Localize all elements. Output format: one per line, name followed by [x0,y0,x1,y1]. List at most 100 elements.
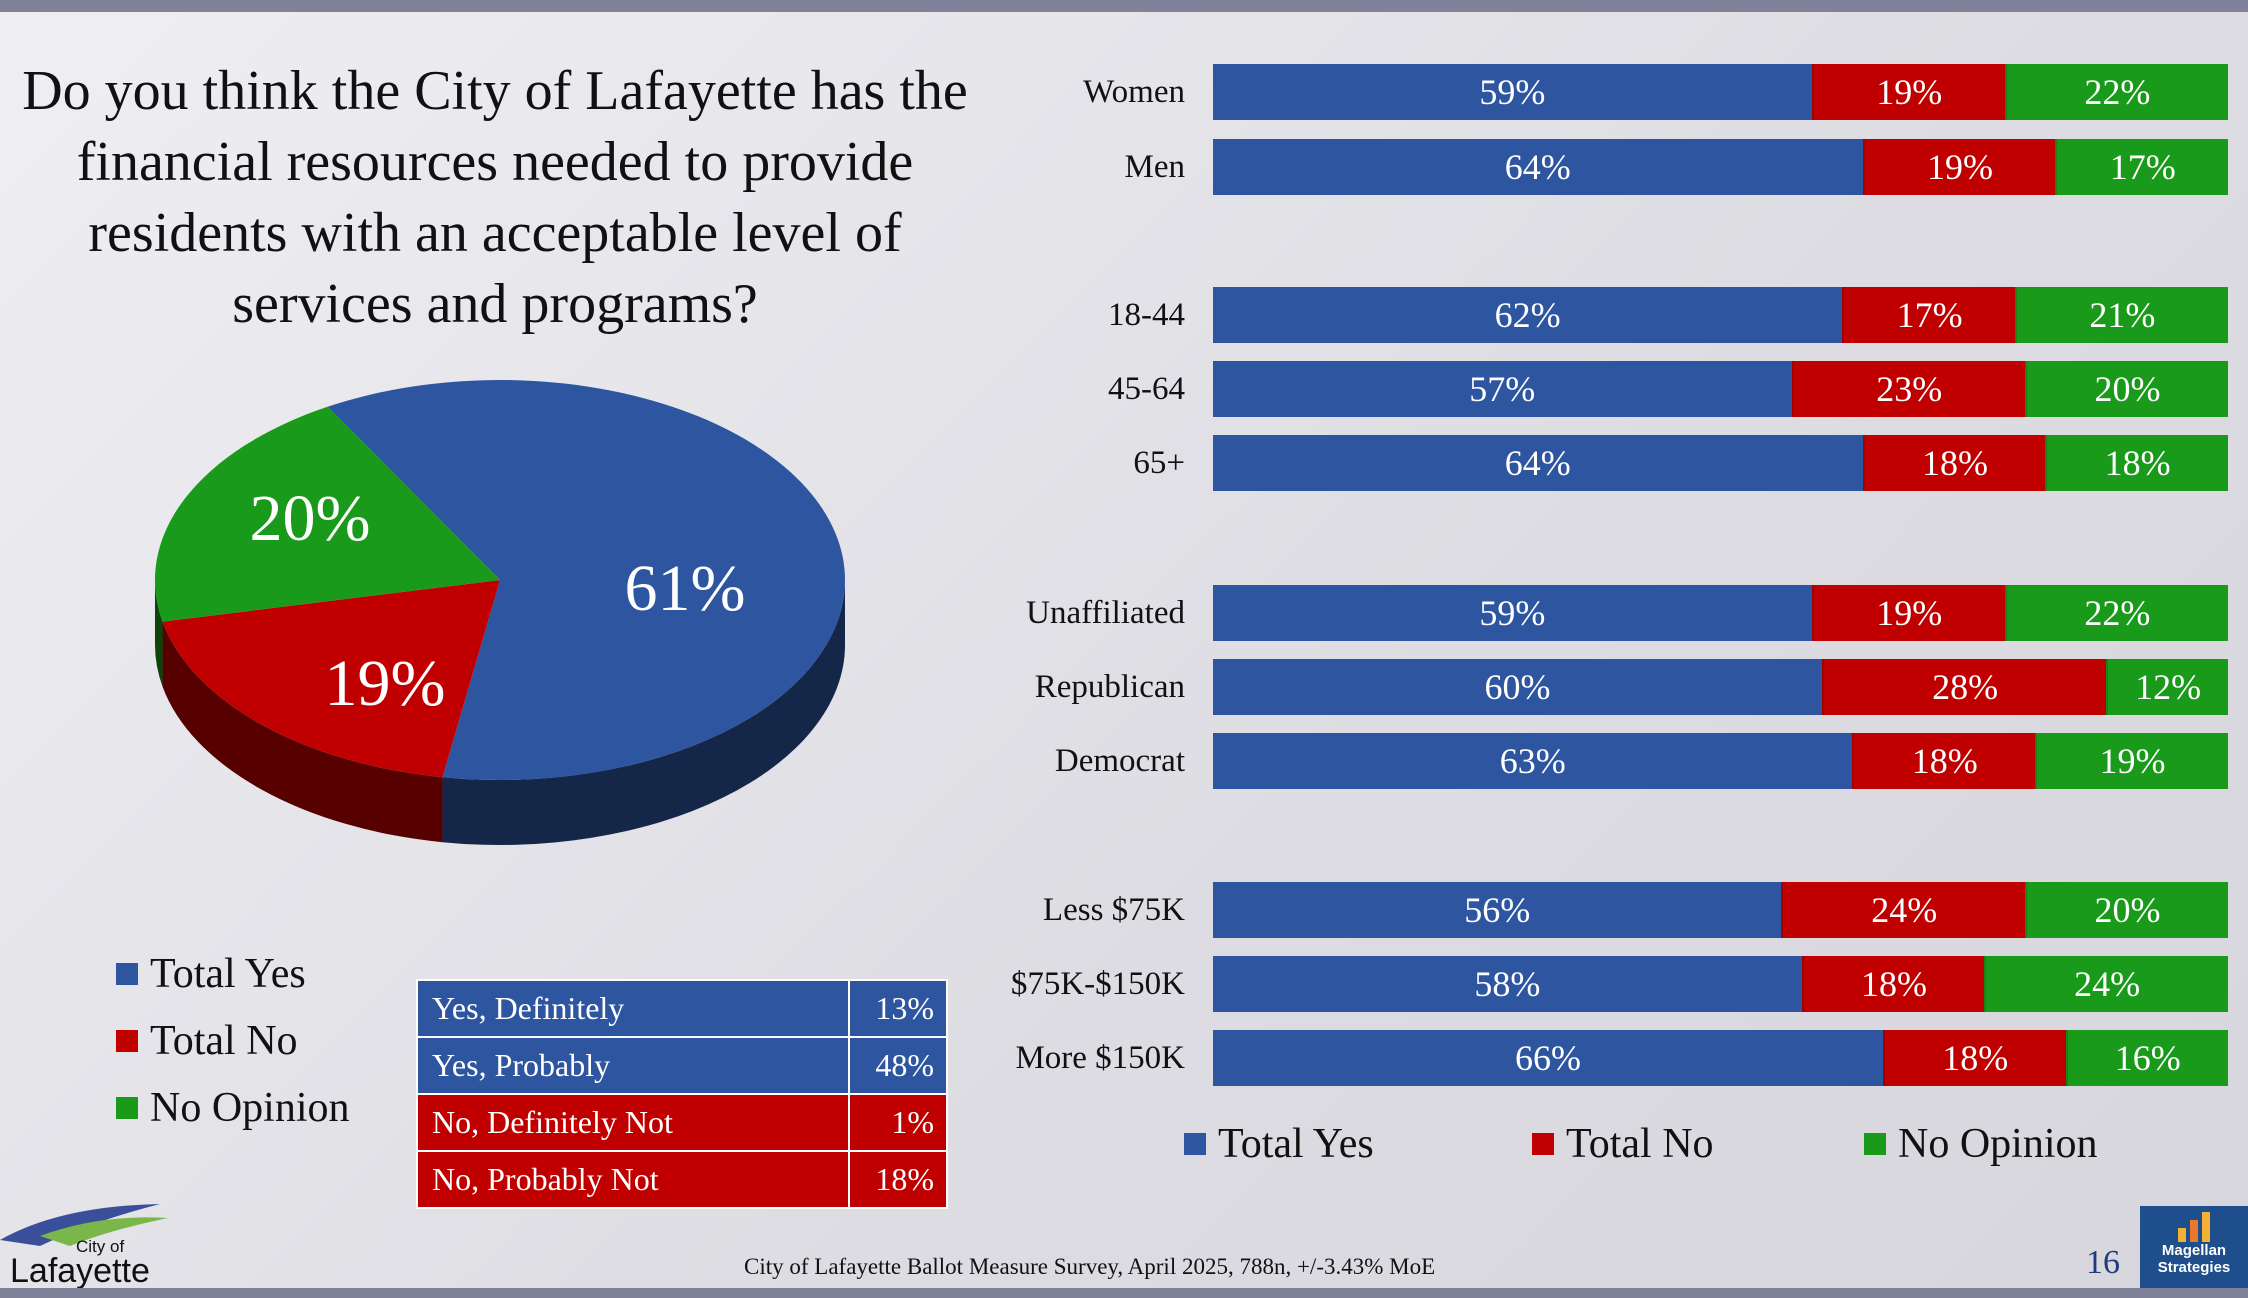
detail-value: 18% [848,1150,948,1209]
detail-label: No, Definitely Not [416,1093,850,1152]
bar-segment-total-no: 18% [1882,1030,2066,1086]
bar-category-label: $75K-$150K [1010,966,1185,1002]
bar-segment-no-opinion: 22% [2004,64,2228,120]
bar-segment-total-yes: 60% [1213,659,1822,715]
logo-line2: Strategies [2157,1259,2231,1276]
detail-row: Yes, Definitely 13% [416,979,948,1038]
bar-segment-no-opinion: 24% [1984,956,2228,1012]
bar-segment-total-yes: 62% [1213,287,1843,343]
page-number: 16 [2086,1244,2120,1281]
bar-category-label: Women [1083,74,1185,110]
stacked-bar: 57% 23% 20% [1213,361,2228,417]
bar-category-label: Unaffiliated [1026,595,1185,631]
lafayette-swoosh-icon: City of Lafayette [0,1204,168,1290]
pie-chart: 61% 19% 20% [155,380,846,845]
bar-category-label: Republican [1034,669,1185,705]
bar-segment-total-no: 18% [1801,956,1985,1012]
bar-segment-total-yes: 59% [1213,64,1812,120]
bar-segment-total-no: 24% [1781,882,2025,938]
detail-label: Yes, Definitely [416,979,850,1038]
bar-segment-total-yes: 56% [1213,882,1782,938]
detail-value: 13% [848,979,948,1038]
stacked-bar: 62% 17% 21% [1213,287,2228,343]
bar-segment-total-yes: 63% [1213,733,1853,789]
bar-legend-item: Total Yes [1184,1118,1374,1170]
pie-slice-no-opinion [155,406,500,622]
survey-footnote: City of Lafayette Ballot Measure Survey,… [744,1254,1436,1279]
top-strip [0,0,2248,12]
stacked-bar: 64% 18% 18% [1213,435,2228,491]
bar-segment-no-opinion: 18% [2045,435,2228,491]
pie-slice-total-no [162,580,501,778]
legend-label: Total No [150,1017,298,1064]
legend-label: No Opinion [150,1084,350,1131]
bar-segment-no-opinion: 22% [2004,585,2228,641]
pie-side-no-opinion [155,580,163,687]
bar-segment-total-no: 17% [1842,287,2015,343]
stacked-bar: 63% 18% 19% [1213,733,2228,789]
logo-line1: City of [76,1237,124,1256]
detail-row: No, Definitely Not 1% [416,1093,948,1152]
bar-segment-total-yes: 59% [1213,585,1812,641]
legend-swatch [1864,1133,1886,1155]
bar-segment-total-yes: 64% [1213,435,1863,491]
bar-segment-total-no: 28% [1822,659,2107,715]
legend-label: No Opinion [1898,1121,2098,1167]
bar-segment-no-opinion: 20% [2024,361,2228,417]
bar-segment-no-opinion: 17% [2055,139,2228,195]
legend-label: Total Yes [1218,1121,1374,1167]
stacked-bar: 59% 19% 22% [1213,64,2228,120]
bar-graph-icon [2140,1212,2248,1242]
bar-segment-total-no: 19% [1811,64,2005,120]
bar-segment-total-no: 19% [1811,585,2005,641]
pie-label-no-opinion: 20% [250,482,371,555]
response-detail-table: Yes, Definitely 13% Yes, Probably 48% No, De… [416,979,948,1209]
slide-title: Do you think the City of Lafayette has t… [22,60,968,335]
pie-legend-item: Total Yes [116,940,350,1007]
bottom-strip [0,1288,2248,1298]
city-of-lafayette-logo: City of Lafayette [0,1196,200,1290]
legend-swatch [116,1029,138,1052]
pie-side-total-yes [442,580,845,845]
bar-legend-item: No Opinion [1864,1118,2098,1170]
pie-side-total-no [162,621,443,843]
bar-segment-no-opinion: 16% [2065,1030,2228,1086]
bar-segment-total-no: 18% [1862,435,2046,491]
stacked-bar: 64% 19% 17% [1213,139,2228,195]
bar-category-label: 45-64 [1108,371,1185,407]
detail-row: No, Probably Not 18% [416,1150,948,1209]
legend-swatch [116,962,138,985]
logo-line2: Lafayette [10,1252,150,1288]
stacked-bar: 58% 18% 24% [1213,956,2228,1012]
bar-segment-total-yes: 66% [1213,1030,1883,1086]
pie-legend-item: No Opinion [116,1074,350,1141]
bar-segment-no-opinion: 12% [2106,659,2228,715]
stacked-bar: 59% 19% 22% [1213,585,2228,641]
bar-segment-total-yes: 57% [1213,361,1792,417]
pie-label-total-no: 19% [325,647,446,720]
stacked-bar: 66% 18% 16% [1213,1030,2228,1086]
detail-label: No, Probably Not [416,1150,850,1209]
legend-swatch [1184,1133,1206,1155]
bar-segment-no-opinion: 20% [2024,882,2228,938]
bar-category-label: More $150K [1015,1040,1185,1076]
bar-segment-total-yes: 58% [1213,956,1802,1012]
bar-category-label: 65+ [1133,445,1185,481]
bar-category-label: 18-44 [1108,297,1185,333]
legend-label: Total No [1566,1121,1714,1167]
pie-legend-item: Total No [116,1007,350,1074]
stacked-bar: 56% 24% 20% [1213,882,2228,938]
legend-swatch [1532,1133,1554,1155]
detail-value: 48% [848,1036,948,1095]
pie-legend: Total Yes Total No No Opinion [116,940,350,1141]
pie-label-total-yes: 61% [625,552,746,625]
bar-segment-no-opinion: 21% [2014,287,2228,343]
pie-slice-total-yes [327,380,846,780]
bar-segment-total-no: 18% [1852,733,2036,789]
bar-segment-no-opinion: 19% [2035,733,2228,789]
logo-line1: Magellan [2161,1242,2227,1259]
bar-segment-total-yes: 64% [1213,139,1863,195]
bar-segment-total-no: 19% [1862,139,2056,195]
detail-value: 1% [848,1093,948,1152]
bar-category-label: Less $75K [1042,892,1185,928]
